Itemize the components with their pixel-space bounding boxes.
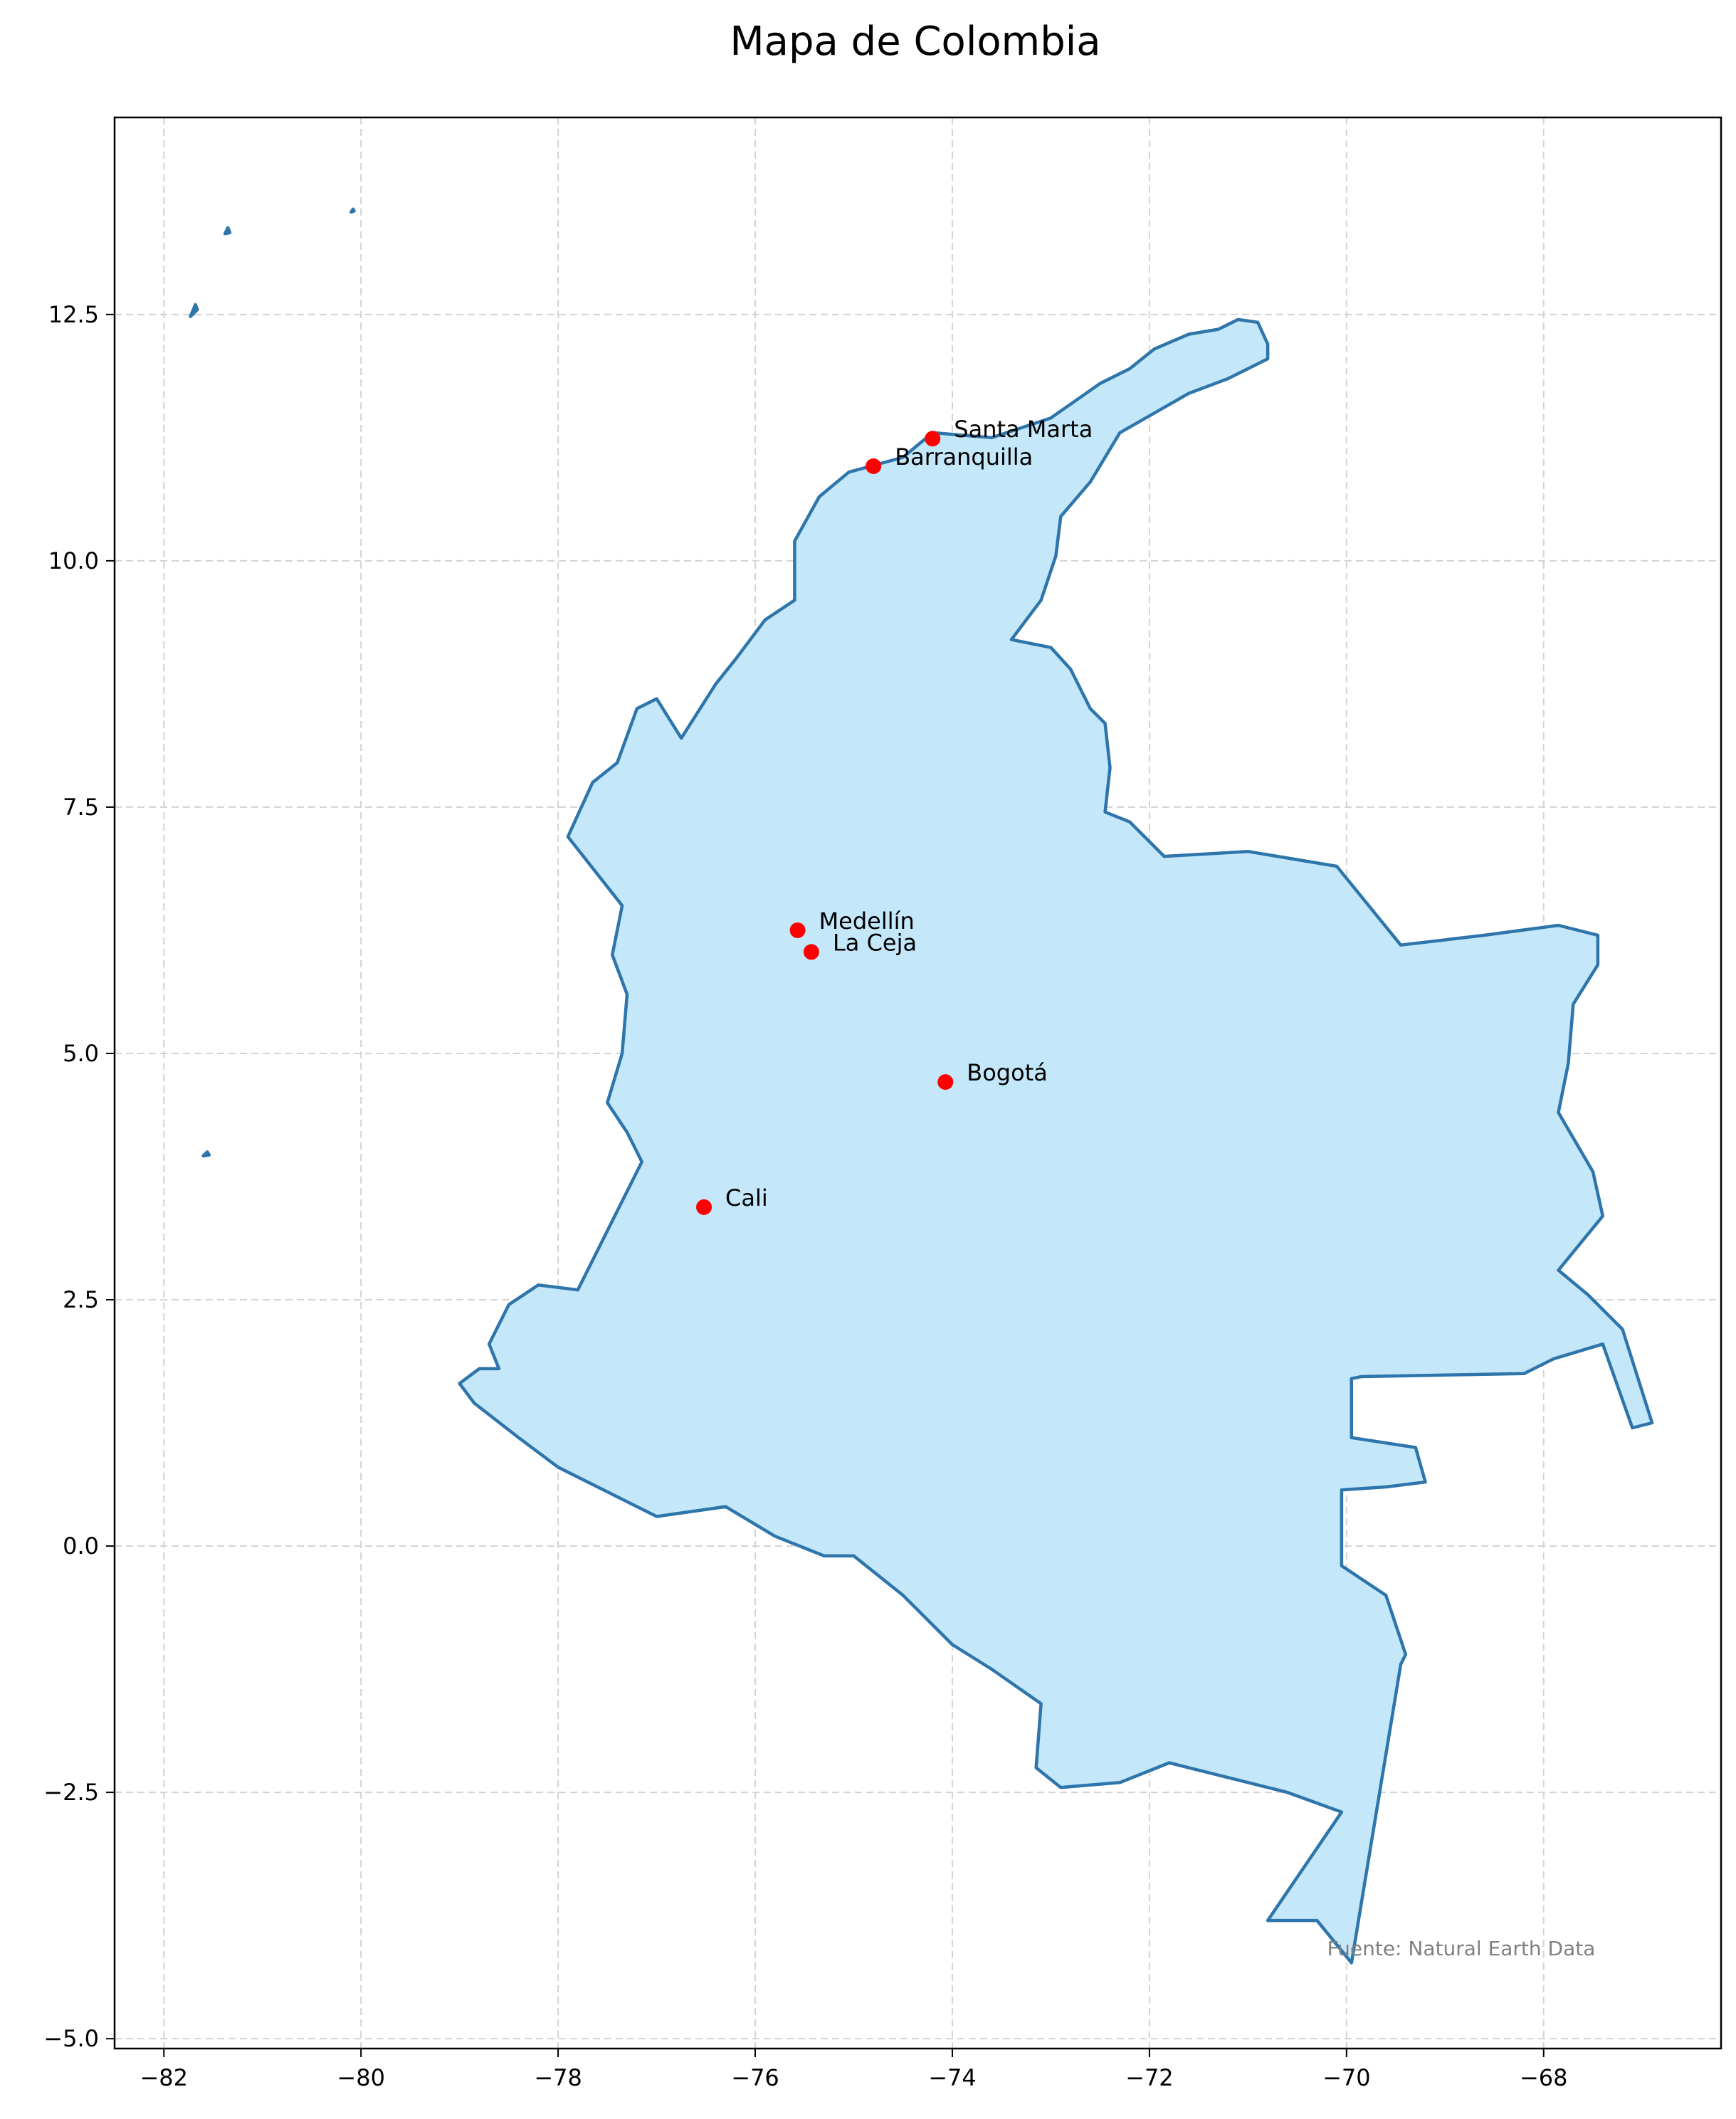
source-attribution: Fuente: Natural Earth Data <box>1327 1937 1596 1960</box>
x-tick-label: −82 <box>140 2064 188 2091</box>
city-label: Barranquilla <box>895 443 1033 470</box>
island <box>223 226 232 236</box>
y-axis-ticks: −5.0 −2.5 0.0 2.5 5.0 7.5 10.0 12.5 <box>43 301 115 2052</box>
city-label: La Ceja <box>833 929 917 956</box>
city-label: Cali <box>725 1184 768 1211</box>
x-axis-ticks: −82 −80 −78 −76 −74 −72 −70 −68 <box>140 2049 1568 2091</box>
y-tick-label: 12.5 <box>48 301 99 328</box>
y-tick-label: 2.5 <box>63 1286 99 1313</box>
island <box>189 303 199 318</box>
y-tick-label: 5.0 <box>63 1040 99 1067</box>
city-marker <box>789 922 806 938</box>
x-tick-label: −70 <box>1322 2064 1371 2091</box>
city-marker <box>803 944 819 960</box>
y-tick-label: −5.0 <box>43 2025 99 2052</box>
y-tick-label: 0.0 <box>63 1532 99 1560</box>
city-marker <box>696 1199 712 1215</box>
x-tick-label: −80 <box>337 2064 385 2091</box>
colombia-mainland <box>458 317 1654 1965</box>
x-tick-label: −78 <box>534 2064 582 2091</box>
y-tick-label: 10.0 <box>48 547 99 574</box>
country-shapes <box>189 207 1654 1965</box>
map-title: Mapa de Colombia <box>730 19 1100 65</box>
city-marker <box>866 458 882 475</box>
island <box>349 207 356 214</box>
x-tick-label: −68 <box>1520 2064 1568 2091</box>
island <box>201 1150 211 1158</box>
city-label: Santa Marta <box>954 416 1093 443</box>
x-tick-label: −76 <box>731 2064 779 2091</box>
x-tick-label: −72 <box>1125 2064 1174 2091</box>
y-tick-label: −2.5 <box>43 1779 99 1806</box>
axes-frame <box>113 116 1722 2050</box>
city-marker <box>925 431 941 447</box>
x-tick-label: −74 <box>928 2064 977 2091</box>
y-tick-label: 7.5 <box>63 794 99 821</box>
city-label: Medellín <box>819 908 915 935</box>
city-marker <box>937 1074 954 1090</box>
city-label: Bogotá <box>967 1059 1048 1086</box>
